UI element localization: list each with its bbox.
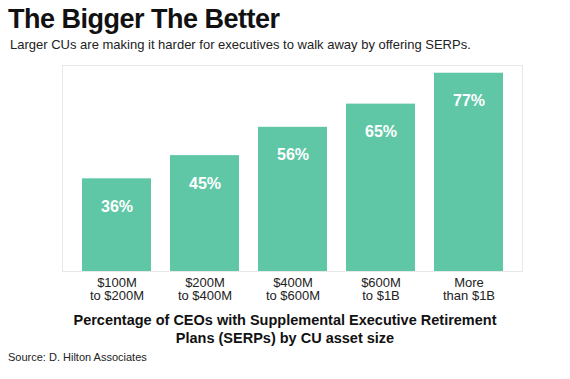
svg-text:56%: 56%: [277, 146, 309, 163]
html-text:The Bigger The Better: The Bigger The Better: [8, 4, 280, 34]
svg-text:$100Mto $200M: $100Mto $200M: [90, 275, 144, 303]
svg-text:36%: 36%: [101, 198, 133, 215]
html-text:Percentage of CEOs with Supple: Percentage of CEOs with Supplemental Exe…: [73, 312, 497, 346]
svg-text:Morethan $1B: Morethan $1B: [443, 275, 495, 303]
svg-text:65%: 65%: [365, 123, 397, 140]
html-text:Source: D. Hilton Associates: Source: D. Hilton Associates: [8, 351, 147, 363]
html-text:Larger CUs are making it harde: Larger CUs are making it harder for exec…: [10, 37, 471, 52]
svg-text:$200Mto $400M: $200Mto $400M: [178, 275, 232, 303]
svg-text:45%: 45%: [189, 175, 221, 192]
svg-text:$600Mto $1B: $600Mto $1B: [361, 275, 401, 303]
svg-text:$400Mto $600M: $400Mto $600M: [266, 275, 320, 303]
svg-text:77%: 77%: [453, 92, 485, 109]
